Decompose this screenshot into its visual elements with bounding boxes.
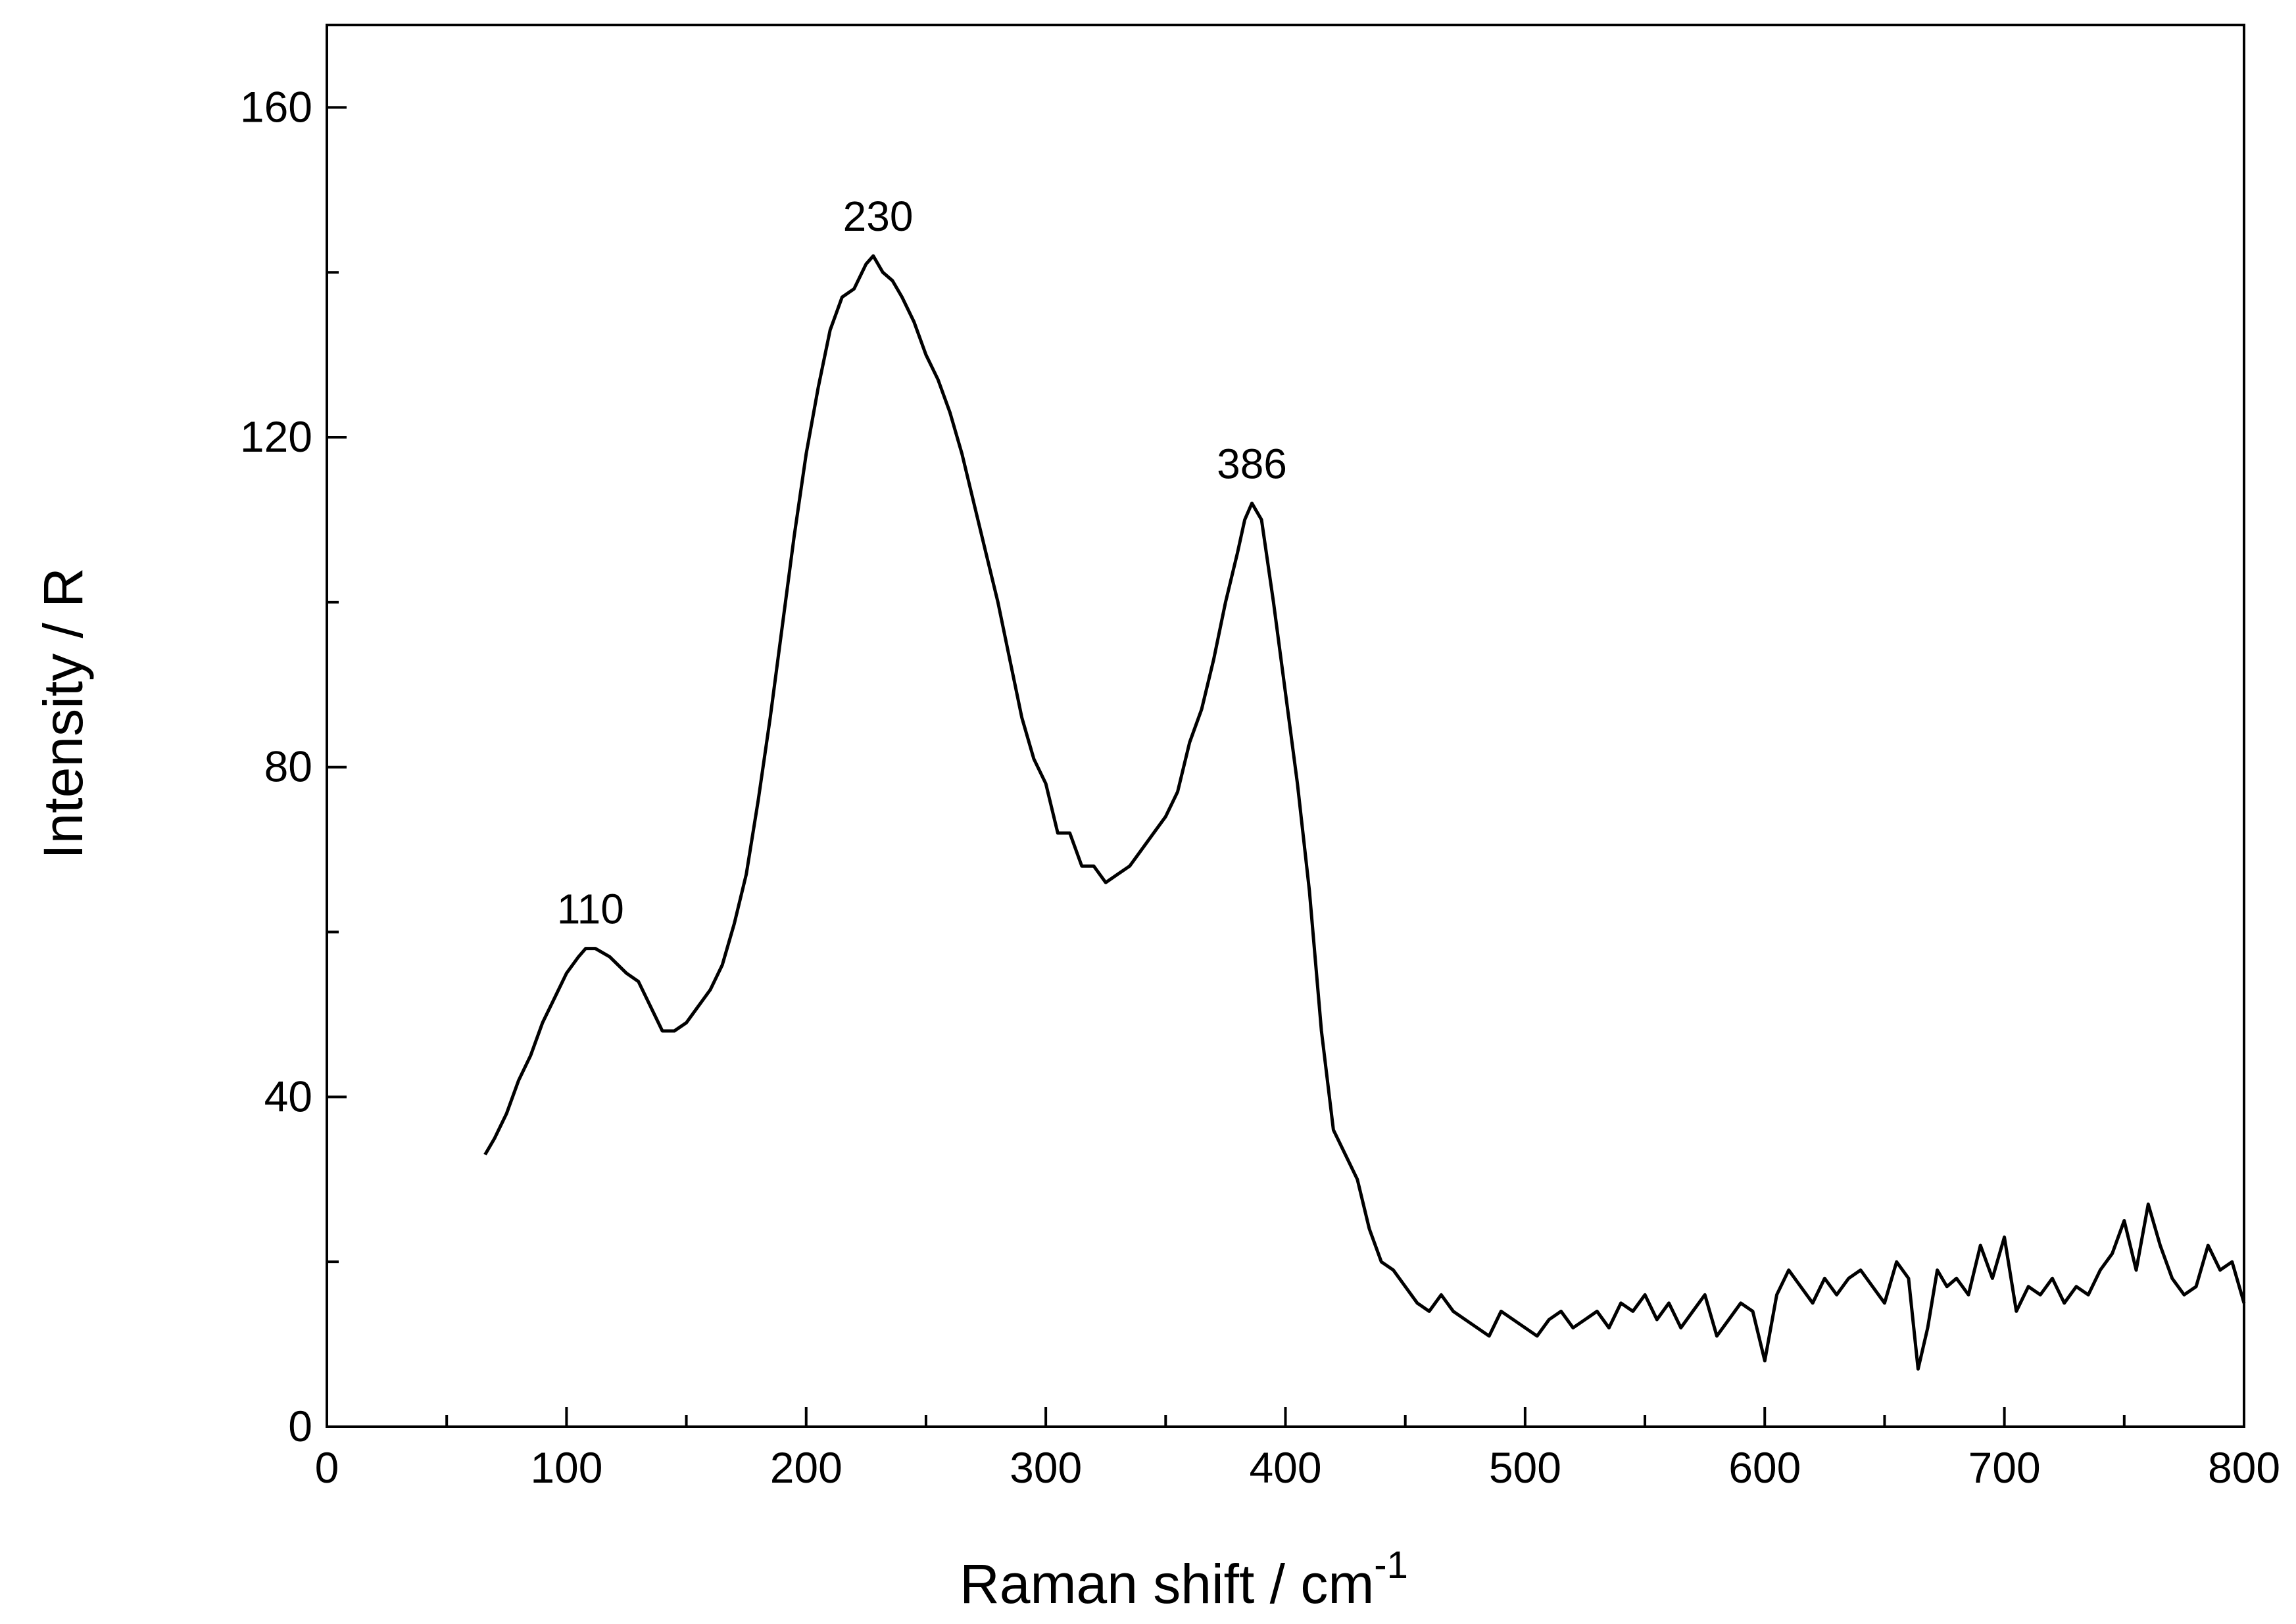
x-axis-title-main: Raman shift / cm	[960, 1553, 1374, 1615]
plot-frame	[326, 24, 2245, 1428]
x-tick-label: 0	[315, 1443, 339, 1492]
y-tick-label: 0	[288, 1402, 312, 1450]
peak-label-230: 230	[843, 193, 914, 240]
x-tick-label: 800	[2208, 1443, 2280, 1492]
peak-label-386: 386	[1217, 440, 1287, 487]
x-tick-label: 200	[770, 1443, 843, 1492]
spectrum-line	[483, 254, 2246, 1371]
y-tick-label: 40	[264, 1072, 312, 1120]
x-tick-label: 700	[1968, 1443, 2041, 1492]
plot-area: 0 100 200 300 400 500 600 700 800 0 40 80 120 160 110 2…	[240, 24, 2280, 1492]
y-axis-title: Intensity / R	[32, 567, 94, 859]
x-tick-label: 400	[1249, 1443, 1321, 1492]
x-tick-label: 300	[1010, 1443, 1082, 1492]
x-tick-label: 100	[530, 1443, 602, 1492]
y-tick-label: 80	[264, 742, 312, 791]
y-tick-label: 120	[240, 412, 312, 461]
peak-label-110: 110	[557, 886, 624, 933]
y-tick-label: 160	[240, 82, 312, 131]
x-tick-label: 500	[1489, 1443, 1561, 1492]
x-tick-label: 600	[1728, 1443, 1801, 1492]
x-axis-title: Raman shift / cm-1	[960, 1544, 1408, 1615]
x-axis-title-superscript: -1	[1374, 1544, 1408, 1587]
